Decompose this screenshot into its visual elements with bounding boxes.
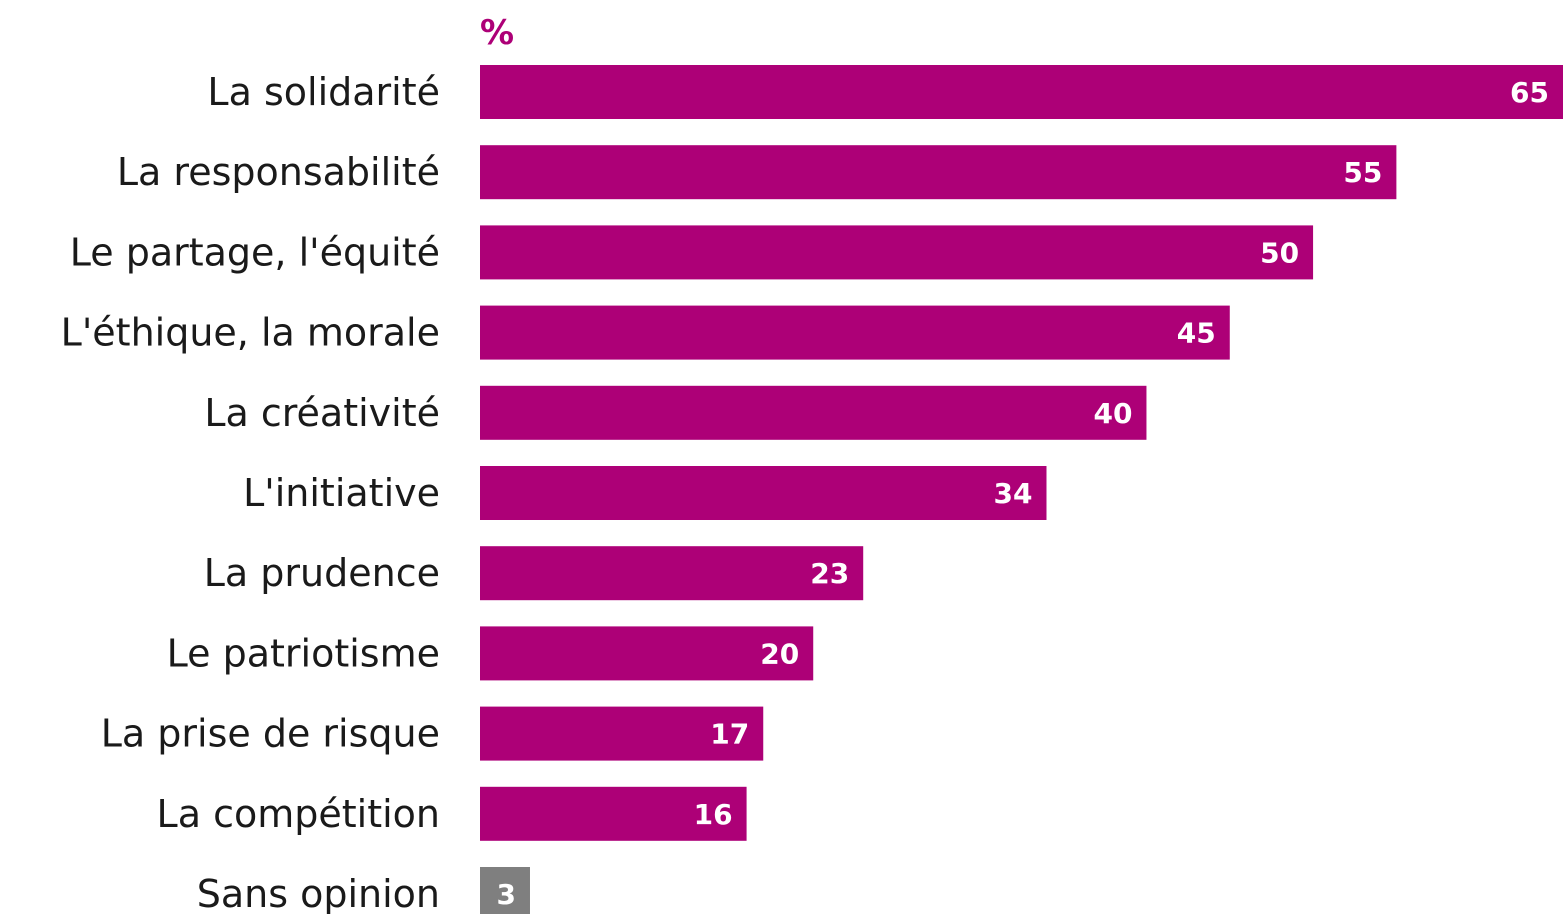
category-label: Le patriotisme [167, 631, 440, 675]
bar [480, 786, 747, 841]
value-label: 50 [1260, 236, 1299, 269]
bar [480, 305, 1230, 360]
value-label: 65 [1510, 76, 1549, 109]
category-label: Sans opinion [197, 872, 440, 914]
value-label: 16 [694, 798, 733, 831]
bar [480, 385, 1147, 440]
category-label: La compétition [157, 792, 440, 836]
value-label: 45 [1177, 317, 1216, 350]
bar [480, 626, 814, 681]
bar [480, 65, 1563, 119]
value-label: 17 [710, 718, 749, 751]
category-label: La prudence [204, 551, 440, 595]
value-label: 23 [810, 557, 849, 590]
value-label: 55 [1343, 156, 1382, 189]
category-label: L'éthique, la morale [61, 311, 440, 355]
bar [480, 706, 764, 761]
value-label: 20 [760, 637, 799, 670]
value-label: 34 [994, 477, 1033, 510]
category-label: L'initiative [243, 471, 440, 515]
category-label: Le partage, l'équité [70, 230, 440, 274]
category-label: La prise de risque [101, 712, 440, 756]
value-label: 40 [1093, 397, 1132, 430]
bar [480, 466, 1047, 520]
bar [480, 546, 864, 601]
bar [480, 225, 1314, 280]
category-label: La responsabilité [117, 150, 440, 194]
category-label: La solidarité [207, 70, 440, 114]
bar [480, 145, 1397, 200]
category-label: La créativité [204, 391, 440, 435]
bar [480, 867, 530, 914]
value-label: 3 [497, 878, 516, 911]
unit-label: % [480, 13, 515, 53]
